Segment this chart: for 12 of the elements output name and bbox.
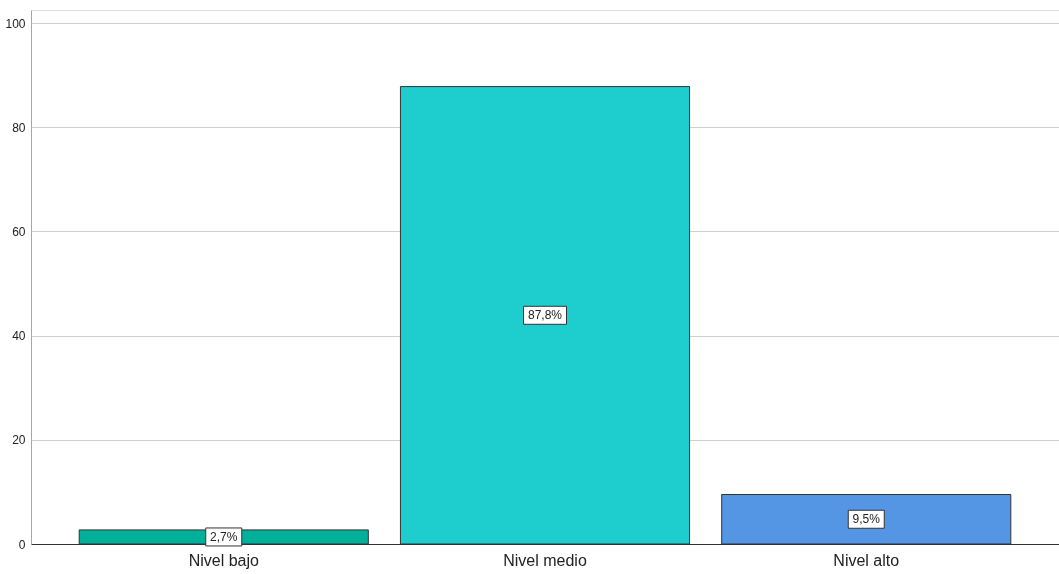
y-tick-label: 80 <box>12 120 26 135</box>
y-tick-label: 20 <box>12 433 26 448</box>
y-tick-label: 100 <box>5 16 26 31</box>
y-tick-label: 0 <box>18 537 26 552</box>
y-tick-label: 40 <box>12 329 26 344</box>
x-tick-label: Nivel alto <box>833 551 900 569</box>
data-label: 9,5% <box>852 512 881 527</box>
data-label: 87,8% <box>527 308 563 323</box>
y-tick-label: 60 <box>12 224 26 239</box>
x-tick-label: Nivel medio <box>503 551 587 569</box>
data-label: 2,7% <box>210 529 238 544</box>
x-tick-label: Nivel bajo <box>188 551 259 569</box>
